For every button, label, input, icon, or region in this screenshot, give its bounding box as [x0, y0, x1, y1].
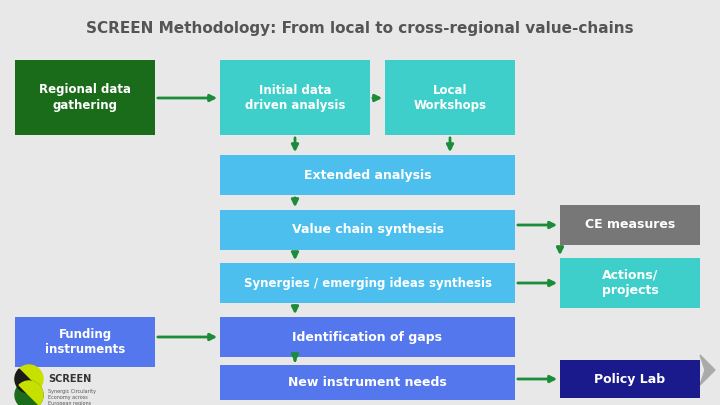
- Text: New instrument needs: New instrument needs: [288, 376, 447, 389]
- FancyBboxPatch shape: [220, 155, 515, 195]
- Text: Value chain synthesis: Value chain synthesis: [292, 224, 444, 237]
- FancyBboxPatch shape: [220, 263, 515, 303]
- Text: Synergies / emerging ideas synthesis: Synergies / emerging ideas synthesis: [243, 277, 492, 290]
- Wedge shape: [19, 381, 43, 405]
- Text: Identification of gaps: Identification of gaps: [292, 330, 443, 343]
- Wedge shape: [15, 369, 39, 393]
- FancyBboxPatch shape: [220, 365, 515, 400]
- FancyBboxPatch shape: [560, 258, 700, 308]
- Circle shape: [15, 381, 43, 405]
- Text: Synergic Circularity
Economy across
European regions: Synergic Circularity Economy across Euro…: [48, 389, 96, 405]
- FancyBboxPatch shape: [220, 60, 370, 135]
- Text: SCREEN: SCREEN: [48, 374, 91, 384]
- Text: Local
Workshops: Local Workshops: [413, 83, 487, 111]
- Text: SCREEN Methodology: From local to cross-regional value-chains: SCREEN Methodology: From local to cross-…: [86, 21, 634, 36]
- FancyBboxPatch shape: [560, 360, 700, 398]
- Text: Funding
instruments: Funding instruments: [45, 328, 125, 356]
- FancyBboxPatch shape: [220, 210, 515, 250]
- Polygon shape: [700, 355, 715, 385]
- Text: Actions/
projects: Actions/ projects: [602, 269, 658, 297]
- FancyBboxPatch shape: [220, 317, 515, 357]
- FancyBboxPatch shape: [560, 205, 700, 245]
- FancyBboxPatch shape: [15, 60, 155, 135]
- Text: CE measures: CE measures: [585, 219, 675, 232]
- Text: Regional data
gathering: Regional data gathering: [39, 83, 131, 111]
- Text: Initial data
driven analysis: Initial data driven analysis: [245, 83, 345, 111]
- Text: Extended analysis: Extended analysis: [304, 168, 431, 181]
- Circle shape: [15, 365, 43, 393]
- Text: Policy Lab: Policy Lab: [595, 373, 665, 386]
- FancyBboxPatch shape: [385, 60, 515, 135]
- FancyBboxPatch shape: [15, 317, 155, 367]
